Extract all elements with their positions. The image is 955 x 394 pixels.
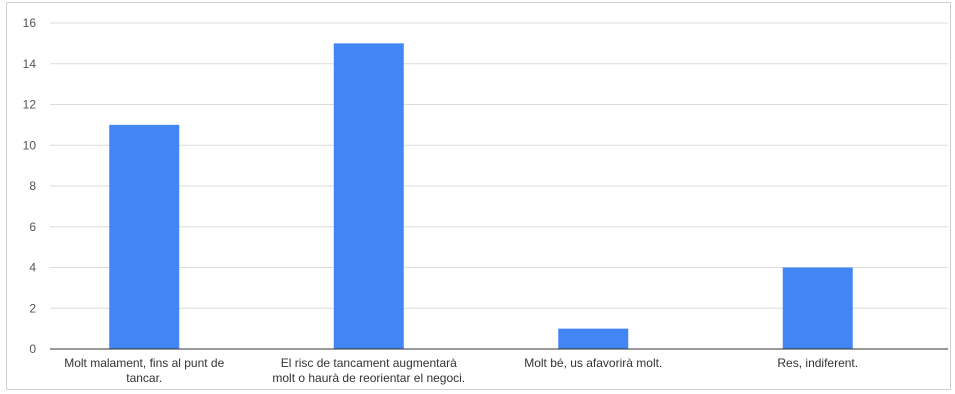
x-category-label-line: Molt bé, us afavorirà molt. [524,356,662,370]
x-category-label: Res, indiferent. [777,356,858,370]
y-tick-label: 0 [29,342,36,356]
y-tick-label: 6 [29,220,36,234]
y-tick-label: 16 [23,16,37,30]
y-tick-label: 8 [29,179,36,193]
bar-1 [333,43,404,349]
y-tick-label: 14 [23,57,37,71]
y-tick-label: 2 [29,301,36,315]
x-category-label-line: tancar. [126,371,162,385]
y-tick-label: 10 [23,138,37,152]
y-tick-label: 4 [29,261,36,275]
bar-2 [558,328,629,349]
y-axis-ticks: 0 2 4 6 8 10 12 14 16 [23,16,37,356]
x-category-label-line: Res, indiferent. [777,356,858,370]
x-axis-labels: Molt malament, fins al punt de tancar. El … [64,356,858,385]
bar-0 [109,124,180,349]
x-category-label-line: El risc de tancament augmentarà [281,356,457,370]
x-category-label-line: Molt malament, fins al punt de [64,356,224,370]
x-category-label: El risc de tancament augmentarà molt o ha… [272,356,465,385]
bars [109,43,853,349]
x-category-label: Molt malament, fins al punt de tancar. [64,356,224,385]
y-tick-label: 12 [23,98,37,112]
x-category-label: Molt bé, us afavorirà molt. [524,356,662,370]
x-category-label-line: molt o haurà de reorientar el negoci. [272,371,465,385]
bar-3 [782,267,853,349]
gridlines [50,22,948,309]
